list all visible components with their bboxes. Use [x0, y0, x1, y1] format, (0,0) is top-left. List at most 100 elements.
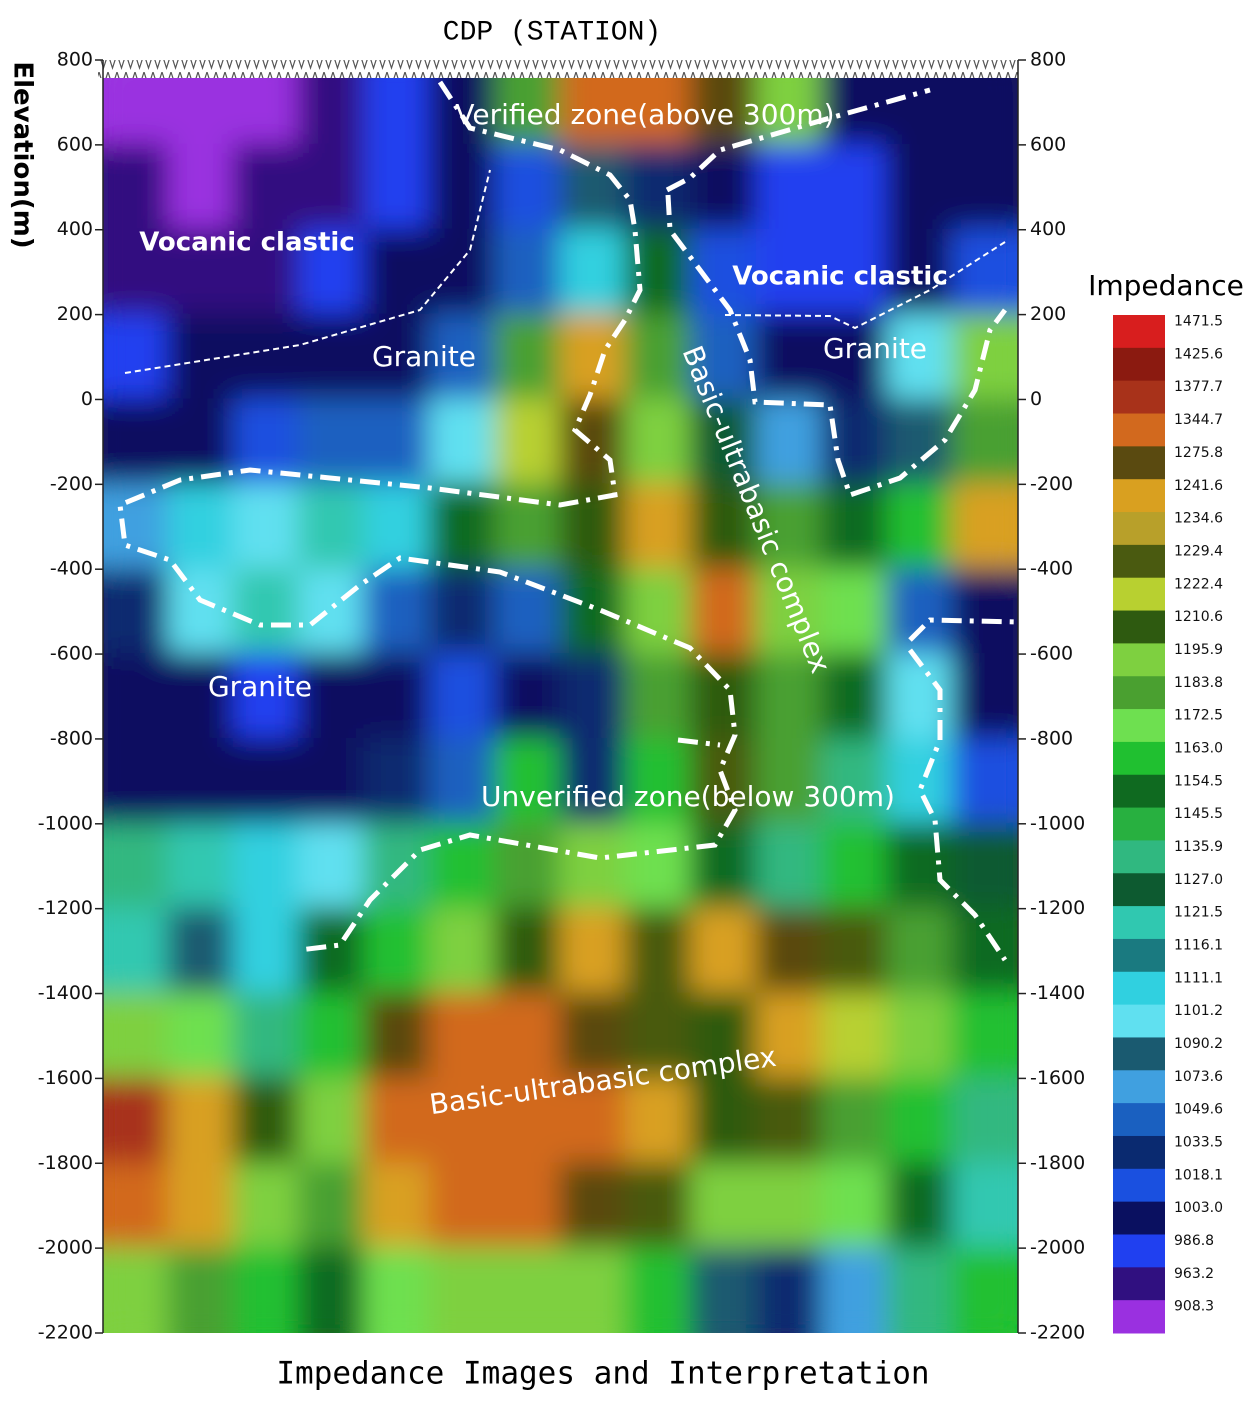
colorbar-band — [1113, 577, 1165, 612]
heatmap-cell — [103, 228, 170, 316]
heatmap-cell — [167, 1162, 235, 1250]
heatmap-cell — [428, 568, 497, 656]
colorbar-band — [1113, 544, 1165, 579]
boundary — [117, 80, 738, 953]
heatmap-cell — [103, 653, 170, 740]
colorbar-band — [1113, 413, 1165, 447]
heatmap-cell — [167, 1077, 235, 1165]
heatmap-cell — [886, 1162, 954, 1250]
colorbar-label: 1222.4 — [1174, 576, 1223, 592]
colorbar-label: 1116.1 — [1174, 938, 1223, 954]
heatmap-cell — [494, 313, 562, 401]
heatmap-cell — [428, 228, 497, 316]
y-tick-label: -200 — [50, 473, 93, 495]
heatmap-cell — [624, 737, 693, 825]
heatmap-cell — [624, 1247, 693, 1333]
annotation: Verified zone(above 300m) — [455, 98, 834, 131]
heatmap-cell — [103, 78, 170, 146]
colorbar-label: 1275.8 — [1174, 445, 1223, 461]
heatmap-cell — [755, 907, 823, 995]
y-tick-label-right: -2000 — [1030, 1237, 1085, 1259]
lithology-line — [724, 241, 1006, 330]
heatmap-cell — [298, 1247, 366, 1333]
heatmap-cell — [494, 822, 562, 910]
heatmap-cell — [820, 1162, 889, 1250]
colorbar-band — [1113, 971, 1165, 1006]
heatmap-cell — [232, 653, 301, 740]
heatmap-cell — [167, 822, 235, 910]
heatmap-cell — [363, 78, 431, 146]
heatmap-cell — [559, 653, 627, 740]
y-tick-label: -2200 — [38, 1322, 93, 1344]
heatmap-cell — [559, 1162, 627, 1250]
heatmap — [103, 78, 1018, 1333]
heatmap-cell — [559, 1247, 627, 1333]
heatmap-cell — [886, 78, 954, 146]
heatmap-cell — [298, 228, 366, 316]
heatmap-cell — [428, 907, 497, 995]
heatmap-cell — [363, 1077, 431, 1165]
heatmap-cell — [428, 653, 497, 740]
heatmap-cell — [951, 992, 1018, 1080]
heatmap-cell — [494, 1247, 562, 1333]
heatmap-cell — [690, 483, 758, 571]
boundary — [908, 617, 1019, 962]
colorbar-band — [1113, 1267, 1165, 1301]
heatmap-cell — [167, 228, 235, 316]
heatmap-cell — [951, 568, 1018, 656]
heatmap-cell — [690, 1077, 758, 1165]
heatmap-cell — [428, 1077, 497, 1165]
heatmap-cell — [103, 398, 170, 486]
chart-title: Impedance Images and Interpretation — [276, 1356, 929, 1392]
y-tick-label: -400 — [50, 558, 93, 580]
heatmap-cell — [232, 1077, 301, 1165]
heatmap-cell — [363, 568, 431, 656]
lithology-line — [124, 169, 491, 374]
y-tick-label-right: 200 — [1030, 303, 1066, 325]
heatmap-cell — [428, 737, 497, 825]
heatmap-cell — [820, 1247, 889, 1333]
y-tick-label: -600 — [50, 643, 93, 665]
heatmap-cell — [363, 992, 431, 1080]
colorbar-label: 1471.5 — [1174, 314, 1223, 330]
y-tick-label-right: 800 — [1030, 49, 1066, 71]
heatmap-cell — [363, 1247, 431, 1333]
heatmap-cell — [951, 907, 1018, 995]
heatmap-cell — [494, 483, 562, 571]
heatmap-cell — [103, 1077, 170, 1165]
heatmap-cell — [820, 1077, 889, 1165]
y-tick-label-right: -2200 — [1030, 1322, 1085, 1344]
heatmap-cell — [232, 1162, 301, 1250]
heatmap-cell — [559, 398, 627, 486]
colorbar-label: 1344.7 — [1174, 412, 1223, 428]
heatmap-cell — [298, 483, 366, 571]
colorbar-band — [1113, 1234, 1165, 1268]
heatmap-cell — [820, 483, 889, 571]
boundary — [665, 87, 1007, 499]
colorbar-label: 1241.6 — [1174, 478, 1223, 494]
colorbar-label: 1163.0 — [1174, 740, 1223, 756]
y-tick-label: -1600 — [38, 1067, 93, 1089]
heatmap-cell — [298, 313, 366, 401]
station-markers — [98, 60, 1018, 78]
heatmap-cell — [494, 143, 562, 231]
heatmap-cell — [428, 313, 497, 401]
colorbar-band — [1113, 807, 1165, 841]
heatmap-cell — [951, 483, 1018, 571]
heatmap-cell — [755, 992, 823, 1080]
heatmap-cell — [755, 228, 823, 316]
y-tick-label: -2000 — [38, 1237, 93, 1259]
heatmap-cell — [820, 228, 889, 316]
y-tick-label-right: -1800 — [1030, 1152, 1085, 1174]
colorbar-label: 1172.5 — [1174, 708, 1223, 724]
colorbar-label: 1234.6 — [1174, 511, 1223, 527]
heatmap-cell — [559, 737, 627, 825]
colorbar-band — [1113, 610, 1165, 644]
heatmap-cell — [690, 992, 758, 1080]
y-tick-label: 800 — [57, 49, 93, 71]
y-tick-label: -1800 — [38, 1152, 93, 1174]
colorbar-label: 1135.9 — [1174, 839, 1223, 855]
heatmap-cell — [232, 143, 301, 231]
